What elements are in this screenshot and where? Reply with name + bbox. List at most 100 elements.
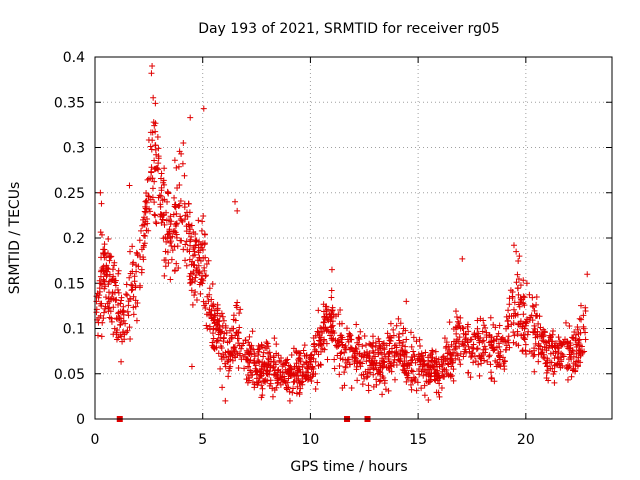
data-point: [420, 358, 427, 365]
data-point: [134, 300, 141, 307]
data-point: [236, 324, 243, 331]
data-point: [514, 285, 521, 292]
data-point: [470, 359, 477, 366]
data-point: [158, 170, 165, 177]
data-point: [144, 176, 151, 183]
data-point: [123, 329, 130, 336]
data-point: [359, 381, 366, 388]
data-point: [108, 318, 115, 325]
data-point: [111, 262, 118, 269]
data-point: [93, 298, 100, 305]
data-point: [364, 373, 371, 380]
data-point: [376, 342, 383, 349]
data-point: [120, 317, 127, 324]
data-point: [173, 220, 180, 227]
data-point: [450, 338, 457, 345]
data-point: [370, 383, 377, 390]
data-point: [464, 323, 471, 330]
data-point-outlier: [232, 198, 239, 205]
data-point: [530, 329, 537, 336]
data-point: [500, 336, 507, 343]
data-point-outlier: [328, 266, 335, 273]
data-point: [271, 386, 278, 393]
data-point: [456, 334, 463, 341]
data-point: [303, 359, 309, 366]
data-point: [210, 343, 217, 350]
data-point-outlier: [459, 255, 466, 262]
data-point: [133, 268, 140, 275]
data-point: [138, 246, 145, 253]
data-point: [100, 276, 107, 283]
data-point: [250, 357, 257, 364]
data-point: [403, 378, 410, 385]
data-point: [534, 333, 541, 340]
data-point: [266, 368, 273, 375]
data-point: [188, 287, 195, 294]
data-point: [331, 329, 338, 336]
data-point: [315, 362, 322, 369]
data-point: [439, 362, 446, 369]
data-point: [515, 258, 522, 265]
data-point: [388, 368, 395, 375]
data-point: [187, 242, 194, 249]
data-point: [190, 229, 197, 236]
data-point: [165, 260, 172, 267]
data-point: [438, 372, 445, 379]
data-point: [124, 292, 131, 299]
data-point: [202, 304, 209, 311]
data-point: [572, 361, 579, 368]
data-point: [308, 378, 315, 385]
data-point: [535, 342, 542, 349]
data-point: [214, 307, 221, 314]
data-point: [217, 328, 224, 335]
data-point: [393, 349, 400, 356]
data-point: [247, 372, 254, 379]
data-point: [281, 373, 288, 380]
data-point: [446, 319, 453, 326]
data-point: [534, 312, 541, 319]
data-point: [551, 379, 558, 386]
data-point: [431, 370, 438, 377]
data-point: [377, 371, 384, 378]
data-point: [315, 329, 322, 336]
data-point: [488, 334, 495, 341]
data-point: [219, 313, 226, 320]
data-point: [461, 342, 468, 349]
data-point: [236, 342, 243, 349]
data-point: [514, 311, 521, 318]
data-point: [188, 270, 195, 277]
data-point: [472, 358, 479, 365]
data-point: [101, 285, 108, 292]
data-point: [155, 166, 162, 173]
data-point: [187, 236, 194, 243]
data-point: [324, 306, 331, 313]
data-point-outlier: [510, 242, 517, 249]
data-point: [158, 219, 165, 226]
data-point: [521, 294, 528, 301]
data-point: [155, 145, 162, 152]
data-point: [497, 363, 504, 370]
data-point: [173, 234, 180, 241]
data-point: [171, 194, 178, 201]
data-point: [263, 345, 270, 352]
y-tick-label: 0.1: [63, 322, 85, 338]
data-point: [582, 307, 589, 314]
data-point: [161, 257, 168, 264]
data-point: [198, 244, 205, 251]
data-point: [341, 369, 348, 376]
data-point: [436, 393, 443, 400]
data-point: [480, 337, 487, 344]
data-point: [460, 341, 467, 348]
data-point: [285, 362, 292, 369]
data-point: [288, 352, 295, 359]
data-point: [465, 343, 472, 350]
data-point: [310, 355, 317, 362]
data-point: [161, 165, 168, 172]
data-point: [192, 274, 199, 281]
data-point: [384, 330, 391, 337]
data-point: [390, 326, 397, 333]
data-point: [421, 382, 428, 389]
data-point: [519, 348, 526, 355]
data-point: [365, 353, 372, 360]
